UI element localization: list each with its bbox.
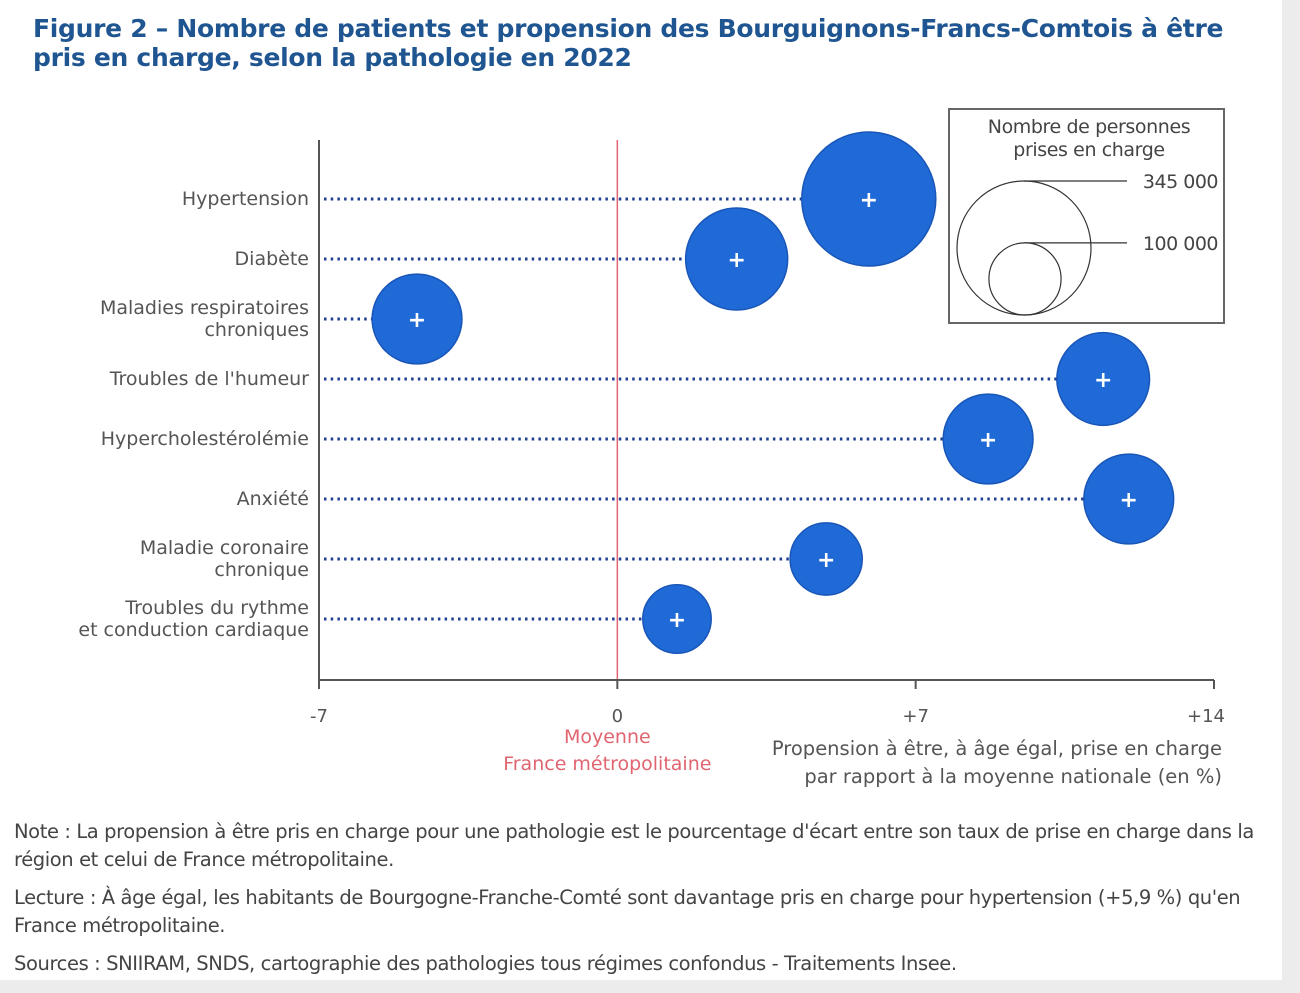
bubble [789, 522, 863, 596]
reading-text: Lecture : À âge égal, les habitants de B… [14, 886, 1241, 937]
x-axis-label: par rapport à la moyenne nationale (en %… [804, 765, 1222, 788]
bubble-plus-icon: + [668, 608, 686, 633]
bubble-plus-icon: + [408, 308, 426, 333]
legend-title: Nombre de personnes [988, 116, 1190, 138]
bubble [942, 393, 1034, 485]
bubble [1056, 331, 1151, 427]
bubble-plus-icon: + [1094, 368, 1112, 393]
x-tick-label: +14 [1187, 706, 1225, 727]
bubble-plus-icon: + [727, 248, 745, 273]
legend-size-label: 100 000 [1143, 233, 1218, 255]
legend-size-label: 345 000 [1143, 171, 1218, 193]
category-label: Troubles du rythme [124, 597, 309, 619]
category-label: Anxiété [237, 488, 309, 510]
bubble [371, 273, 463, 365]
sources-text: Sources : SNIIRAM, SNDS, cartographie de… [14, 952, 957, 975]
category-label: Diabète [235, 248, 309, 270]
x-tick-label: +7 [902, 706, 929, 727]
bubble-chart: -7 0 +7 +14 Moyenne France métropolitaine Prop… [78, 108, 1225, 788]
bubble [801, 131, 937, 267]
x-axis-label: Propension à être, à âge égal, prise en … [772, 737, 1222, 760]
category-label: Maladie coronaire [140, 537, 309, 559]
bubble-plus-icon: + [860, 188, 878, 213]
category-label: Hypertension [182, 188, 309, 210]
bubble [684, 207, 789, 311]
category-label: chronique [214, 559, 309, 581]
chart-title: Figure 2 – Nombre de patients et propens… [33, 14, 1224, 72]
x-tick-label: 0 [612, 706, 623, 727]
reference-line-label: Moyenne [564, 726, 651, 748]
category-label: Troubles de l'humeur [109, 368, 309, 390]
category-label: Maladies respiratoires [100, 297, 309, 319]
bubble [1083, 453, 1175, 545]
reference-line-label: France métropolitaine [503, 753, 711, 775]
bubble-plus-icon: + [1120, 488, 1138, 513]
legend-title: prises en charge [1013, 139, 1164, 161]
category-label: chroniques [204, 319, 309, 341]
legend-box [948, 108, 1225, 324]
x-tick-label: -7 [310, 706, 328, 727]
bubble [642, 584, 712, 654]
note-text: Note : La propension à être pris en char… [14, 820, 1254, 871]
category-label: et conduction cardiaque [78, 619, 309, 641]
bubble-plus-icon: + [817, 548, 835, 573]
category-label: Hypercholestérolémie [101, 428, 309, 450]
bubble-plus-icon: + [979, 428, 997, 453]
